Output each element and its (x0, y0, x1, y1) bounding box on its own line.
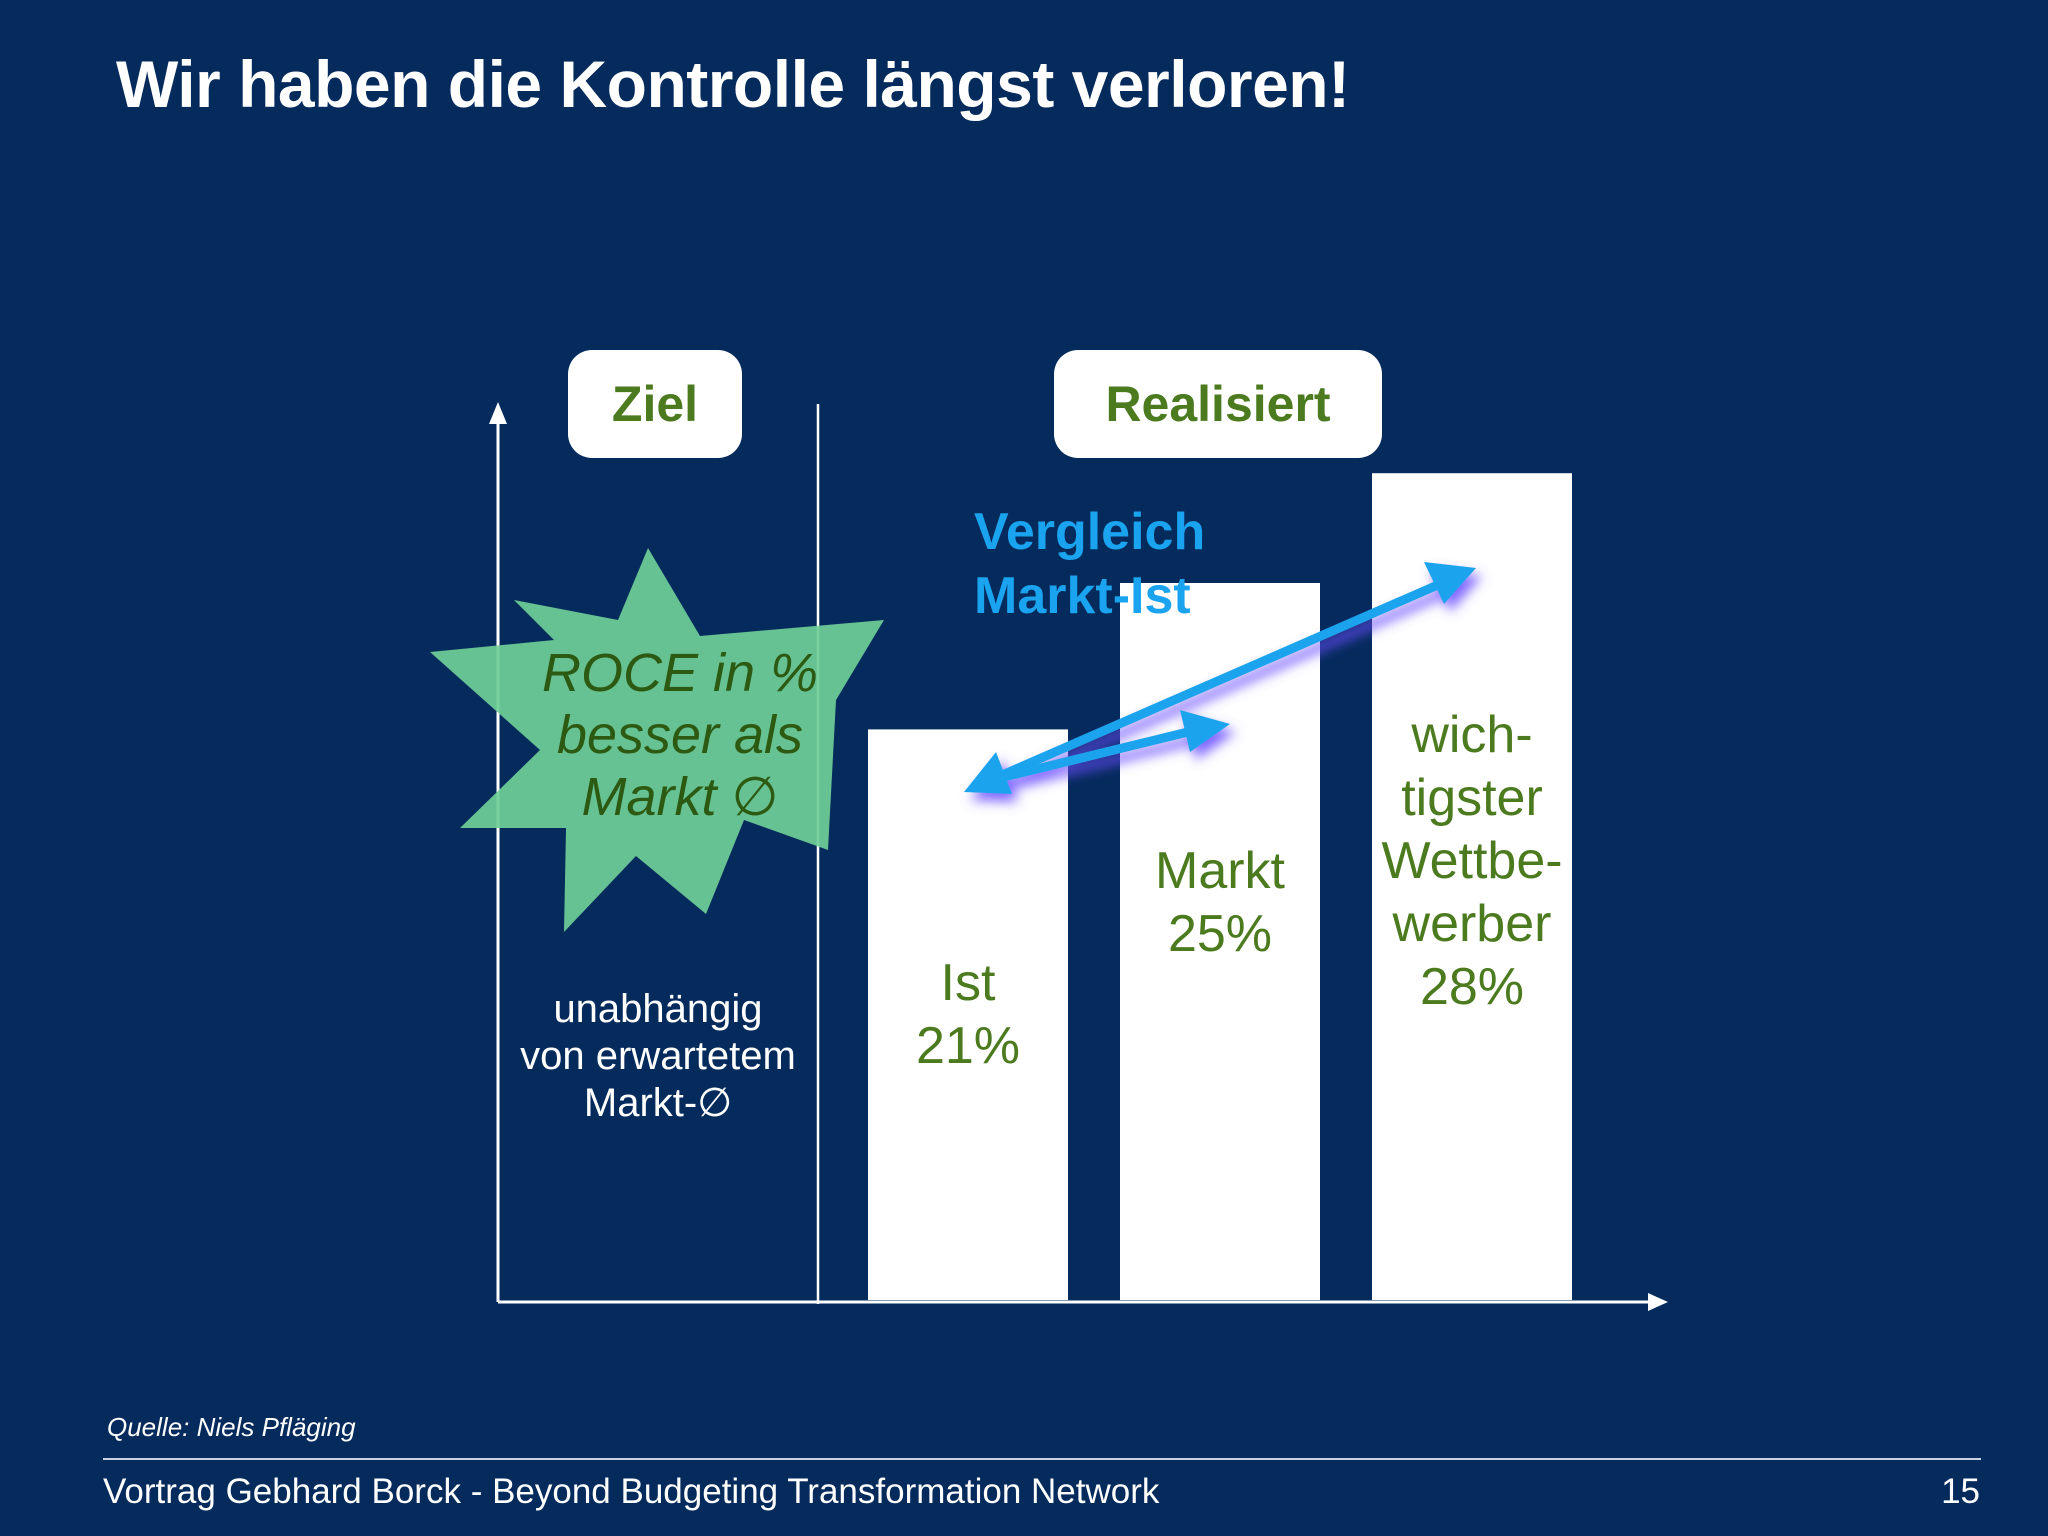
arrowhead-wettbewerber (1424, 562, 1476, 604)
bar-label-wettbewerber-line-3: Wettbe- (1381, 832, 1563, 890)
target-note-line-1: unabhängig (553, 987, 763, 1031)
target-section-label: Ziel (568, 350, 742, 458)
bar-label-ist: Ist 21% (868, 952, 1068, 1078)
bar-label-wettbewerber-line-1: wich- (1411, 706, 1533, 764)
bar-label-wettbewerber: wich-tigster Wettbe-werber 28% (1372, 704, 1572, 1019)
target-note-line-3: Markt-∅ (583, 1081, 733, 1125)
bar-label-markt: Markt 25% (1120, 840, 1320, 966)
arrow-ist-markt (995, 725, 1201, 783)
bar-label-wettbewerber-line-4: werber (1392, 895, 1552, 953)
comparison-line-1: Vergleich (974, 503, 1206, 561)
source-note: Quelle: Niels Pfläging (107, 1412, 356, 1442)
x-axis-arrowhead (1648, 1293, 1668, 1311)
arrowhead-ist-1 (964, 752, 1012, 794)
starburst-text: ROCE in % besser als Markt ∅ (520, 642, 840, 828)
comparison-line-2: Markt-Ist (974, 567, 1191, 625)
bar-ist (868, 729, 1068, 1300)
bar-wettbewerber (1372, 473, 1572, 1300)
starburst-line-1: ROCE in % (541, 643, 819, 703)
bar-label-markt-line-1: Markt (1155, 842, 1285, 900)
footer-text: Vortrag Gebhard Borck - Beyond Budgeting… (103, 1472, 1160, 1511)
bar-markt (1120, 583, 1320, 1300)
slide-title: Wir haben die Kontrolle längst verloren! (116, 47, 1350, 121)
bar-label-wettbewerber-line-2: tigster (1401, 769, 1543, 827)
target-note: unabhängig von erwartetem Markt-∅ (498, 986, 818, 1127)
bars-group (868, 473, 1572, 1300)
page-number: 15 (1941, 1472, 1980, 1511)
bar-label-markt-line-2: 25% (1167, 905, 1273, 963)
comparison-label: Vergleich Markt-Ist (974, 500, 1205, 628)
footer-divider (103, 1458, 1981, 1460)
arrowhead-markt (1180, 710, 1230, 752)
target-note-line-2: von erwartetem (520, 1034, 796, 1078)
starburst-line-3: Markt ∅ (581, 767, 779, 827)
starburst-line-2: besser als (556, 705, 804, 765)
arrow-ist-wettbewerber (995, 579, 1445, 781)
bar-label-ist-line-2: 21% (915, 1017, 1021, 1075)
bar-label-ist-line-1: Ist (940, 954, 996, 1012)
comparison-arrows (964, 562, 1476, 794)
realized-section-label: Realisiert (1054, 350, 1382, 458)
starburst-shape (430, 548, 884, 932)
bar-label-wettbewerber-line-5: 28% (1419, 958, 1525, 1016)
y-axis-arrowhead (489, 402, 507, 424)
